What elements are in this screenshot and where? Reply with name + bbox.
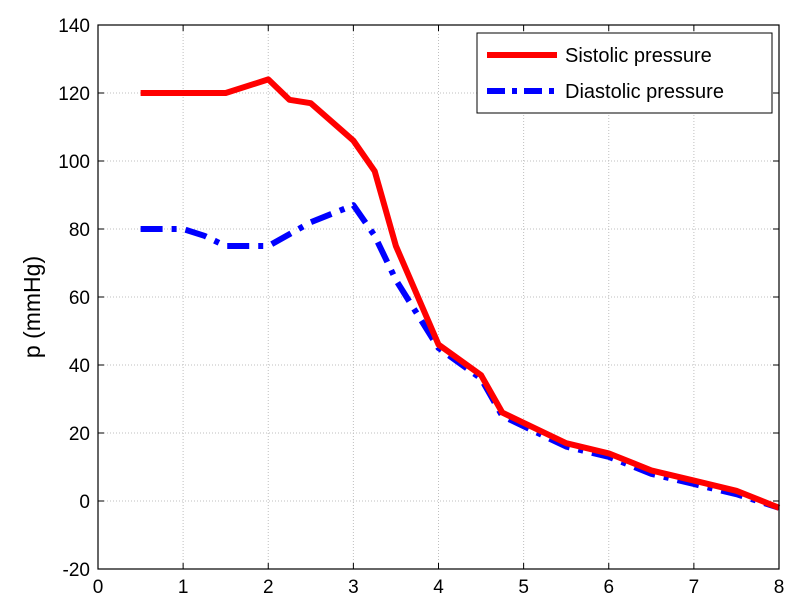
- legend: Sistolic pressure Diastolic pressure: [476, 32, 773, 114]
- x-tick-label-0: 0: [93, 577, 104, 598]
- x-tick-labels: 0 1 2 3 4 5 6 7 8: [93, 577, 785, 598]
- legend-label-sistolic: Sistolic pressure: [565, 45, 712, 67]
- y-tick-label-3: 40: [69, 356, 90, 377]
- y-tick-label-7: 120: [58, 84, 90, 105]
- y-axis-label: p (mmHg): [19, 256, 45, 358]
- x-tick-label-7: 7: [689, 577, 700, 598]
- y-tick-label-4: 60: [69, 288, 90, 309]
- x-tick-label-8: 8: [774, 577, 785, 598]
- legend-box: [476, 32, 773, 114]
- y-tick-label-6: 100: [58, 152, 90, 173]
- y-tick-label-5: 80: [69, 220, 90, 241]
- y-tick-label-1: 0: [79, 492, 90, 513]
- x-tick-label-4: 4: [433, 577, 444, 598]
- x-tick-label-6: 6: [603, 577, 614, 598]
- series-line-1: [140, 202, 780, 511]
- series-lines: [140, 76, 781, 511]
- y-tick-labels: -20 0 20 40 60 80 100 120 140: [58, 16, 90, 581]
- y-tick-label-2: 20: [69, 424, 90, 445]
- y-tick-label-0: -20: [63, 560, 90, 581]
- series-line-0: [140, 76, 781, 511]
- x-tick-label-3: 3: [348, 577, 359, 598]
- legend-label-diastolic: Diastolic pressure: [565, 81, 724, 103]
- axis-ticks: [97, 24, 780, 570]
- x-tick-label-2: 2: [263, 577, 274, 598]
- x-tick-label-5: 5: [518, 577, 529, 598]
- x-tick-label-1: 1: [178, 577, 189, 598]
- y-tick-label-8: 140: [58, 16, 90, 37]
